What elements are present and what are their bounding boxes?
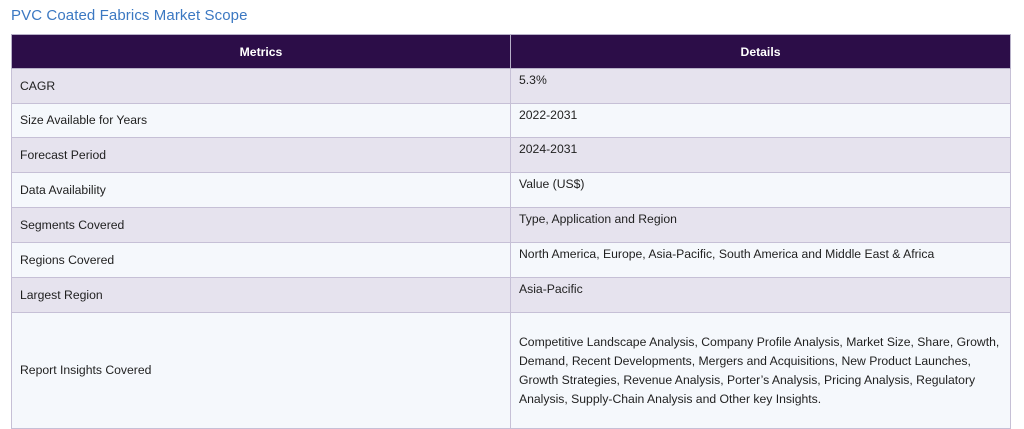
- metric-cell: Segments Covered: [11, 207, 511, 243]
- detail-cell: Type, Application and Region: [510, 207, 1011, 243]
- table-row: Forecast Period 2024-2031: [11, 137, 1011, 173]
- header-details: Details: [510, 34, 1011, 69]
- detail-cell: Asia-Pacific: [510, 277, 1011, 313]
- metric-cell: Largest Region: [11, 277, 511, 313]
- metric-cell: Forecast Period: [11, 137, 511, 173]
- detail-cell: Value (US$): [510, 172, 1011, 208]
- metric-cell: CAGR: [11, 68, 511, 104]
- table-row: CAGR 5.3%: [11, 68, 1011, 104]
- detail-cell: Competitive Landscape Analysis, Company …: [510, 312, 1011, 429]
- table-row: Data Availability Value (US$): [11, 172, 1011, 208]
- detail-cell: 5.3%: [510, 68, 1011, 104]
- table-header-row: Metrics Details: [11, 34, 1011, 69]
- header-metrics: Metrics: [11, 34, 511, 69]
- metric-cell: Data Availability: [11, 172, 511, 208]
- market-scope-table: Metrics Details CAGR 5.3% Size Available…: [11, 34, 1011, 429]
- table-row: Largest Region Asia-Pacific: [11, 277, 1011, 313]
- table-row: Size Available for Years 2022-2031: [11, 103, 1011, 138]
- detail-cell: 2022-2031: [510, 103, 1011, 138]
- metric-cell: Regions Covered: [11, 242, 511, 278]
- detail-cell: 2024-2031: [510, 137, 1011, 173]
- table-row: Regions Covered North America, Europe, A…: [11, 242, 1011, 278]
- page-title: PVC Coated Fabrics Market Scope: [11, 7, 248, 24]
- table-row: Report Insights Covered Competitive Land…: [11, 312, 1011, 429]
- detail-cell: North America, Europe, Asia-Pacific, Sou…: [510, 242, 1011, 278]
- table-row: Segments Covered Type, Application and R…: [11, 207, 1011, 243]
- metric-cell: Size Available for Years: [11, 103, 511, 138]
- metric-cell: Report Insights Covered: [11, 312, 511, 429]
